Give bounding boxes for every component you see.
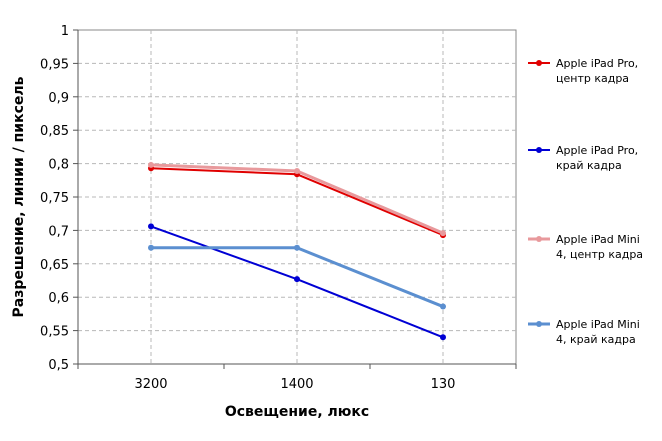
y-tick-label: 0,9 [48, 91, 69, 106]
data-point [294, 167, 300, 174]
data-point [294, 244, 300, 251]
tick-labels: 0,5 0,55 0,6 0,65 0,7 0,75 0,8 0,85 0,9 0,95 1 3200… [40, 24, 455, 392]
y-tick-label: 0,65 [40, 258, 69, 273]
legend: Apple iPad Pro, центр кадра Apple iPad Pro… [528, 57, 643, 346]
data-point [440, 303, 446, 310]
y-tick-label: 0,55 [40, 325, 69, 340]
data-point [440, 334, 446, 341]
x-tick-label: 1400 [280, 377, 313, 392]
y-tick-label: 0,8 [48, 158, 69, 173]
y-tick-label: 1 [61, 24, 69, 39]
legend-item-1: Apple iPad Pro, центр кадра [528, 57, 638, 85]
grid [78, 30, 516, 364]
series-lines [148, 161, 446, 341]
legend-swatch [528, 147, 550, 153]
y-tick-label: 0,75 [40, 191, 69, 206]
data-point [294, 276, 300, 283]
y-tick-label: 0,95 [40, 57, 69, 72]
x-tick-label: 3200 [134, 377, 167, 392]
axes [73, 29, 517, 369]
y-tick-label: 0,7 [48, 224, 69, 239]
y-tick-label: 0,5 [48, 358, 69, 373]
legend-item-4: Apple iPad Mini 4, край кадра [528, 318, 640, 346]
data-point [148, 161, 154, 168]
legend-item-3: Apple iPad Mini 4, центр кадра [528, 233, 643, 261]
legend-label: Apple iPad Mini 4, край кадра [556, 318, 640, 346]
y-axis-title: Разрешение, линии / пиксель [11, 76, 27, 317]
x-axis-title: Освещение, люкс [225, 404, 369, 420]
data-point [148, 223, 154, 230]
legend-swatch [528, 60, 550, 66]
y-tick-label: 0,85 [40, 124, 69, 139]
legend-label: Apple iPad Pro, центр кадра [556, 57, 638, 85]
legend-item-2: Apple iPad Pro, край кадра [528, 144, 638, 172]
legend-label: Apple iPad Mini 4, центр кадра [556, 233, 643, 261]
legend-label: Apple iPad Pro, край кадра [556, 144, 638, 172]
legend-swatch [528, 236, 550, 242]
legend-swatch [528, 321, 550, 327]
data-point [440, 230, 446, 237]
data-point [148, 244, 154, 251]
x-tick-label: 130 [431, 377, 456, 392]
y-tick-label: 0,6 [48, 291, 69, 306]
